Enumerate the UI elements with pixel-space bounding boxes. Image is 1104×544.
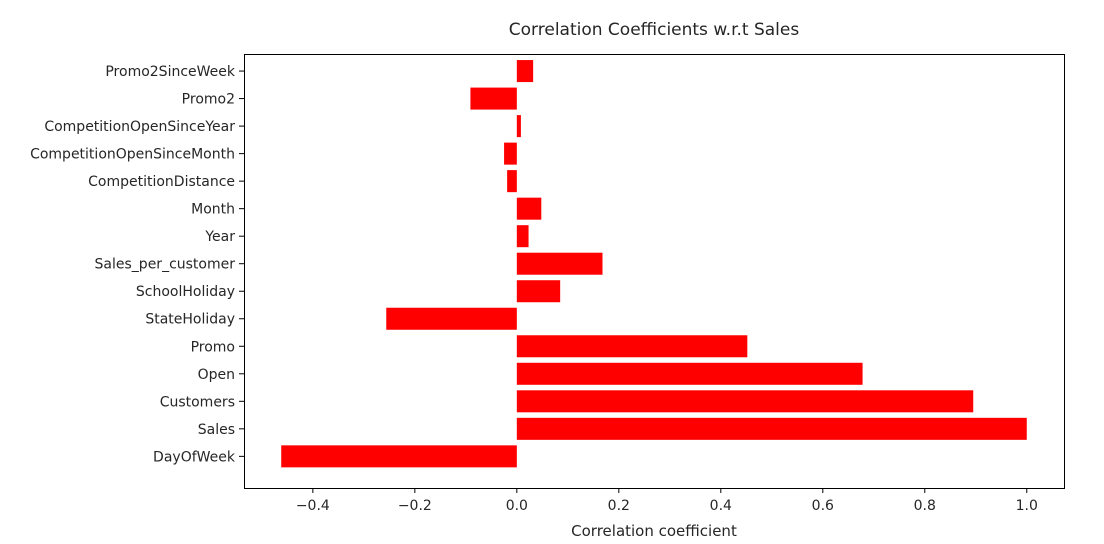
y-tick-label: Customers xyxy=(160,394,235,410)
x-tick-label: 0.4 xyxy=(710,498,732,514)
bar-promo2 xyxy=(470,87,517,110)
bars xyxy=(281,60,1027,468)
bar-promo xyxy=(516,335,748,358)
bar-sales-per-customer xyxy=(516,252,603,275)
bar-dayofweek xyxy=(281,445,517,468)
y-tick-label: Open xyxy=(198,367,235,383)
x-tick-label: 0.8 xyxy=(914,498,936,514)
bar-month xyxy=(516,197,542,220)
bar-open xyxy=(516,362,863,385)
y-tick-label: Promo2 xyxy=(182,92,235,108)
y-tick-label: CompetitionOpenSinceYear xyxy=(44,119,235,135)
y-tick-label: CompetitionOpenSinceMonth xyxy=(30,147,235,163)
y-tick-label: Sales xyxy=(198,422,235,438)
bar-schoolholiday xyxy=(516,280,561,303)
y-tick-label: DayOfWeek xyxy=(153,449,236,465)
x-tick-label: −0.4 xyxy=(296,498,330,514)
y-tick-label: Sales_per_customer xyxy=(95,257,236,273)
x-tick-label: 0.0 xyxy=(506,498,528,514)
y-axis-ticks: DayOfWeek Sales Customers Open Promo StateHol… xyxy=(30,64,244,465)
x-tick-label: 1.0 xyxy=(1016,498,1038,514)
chart-title: Correlation Coefficients w.r.t Sales xyxy=(509,20,800,40)
bar-promo2sinceweek xyxy=(516,60,534,83)
y-tick-label: Promo xyxy=(191,339,235,355)
bar-stateholiday xyxy=(386,307,517,330)
plot-frame xyxy=(244,54,1065,489)
bar-customers xyxy=(516,390,974,413)
bar-competitionopensincemonth xyxy=(504,142,517,165)
x-axis-label: Correlation coefficient xyxy=(571,522,737,540)
y-tick-label: CompetitionDistance xyxy=(88,174,235,190)
y-tick-label: SchoolHoliday xyxy=(136,284,235,300)
bar-year xyxy=(516,225,529,248)
y-tick-label: StateHoliday xyxy=(145,312,235,328)
x-tick-label: −0.2 xyxy=(398,498,432,514)
bar-competitiondistance xyxy=(507,170,517,193)
x-tick-label: 0.6 xyxy=(812,498,834,514)
y-tick-label: Month xyxy=(191,202,235,218)
y-tick-label: Year xyxy=(204,229,235,245)
bar-sales xyxy=(516,417,1027,440)
x-tick-label: 0.2 xyxy=(608,498,630,514)
x-axis-ticks: −0.4 −0.2 0.0 0.2 0.4 0.6 0.8 1.0 xyxy=(296,488,1038,514)
y-tick-label: Promo2SinceWeek xyxy=(105,64,236,80)
bar-competitionopensinceyear xyxy=(516,115,521,138)
